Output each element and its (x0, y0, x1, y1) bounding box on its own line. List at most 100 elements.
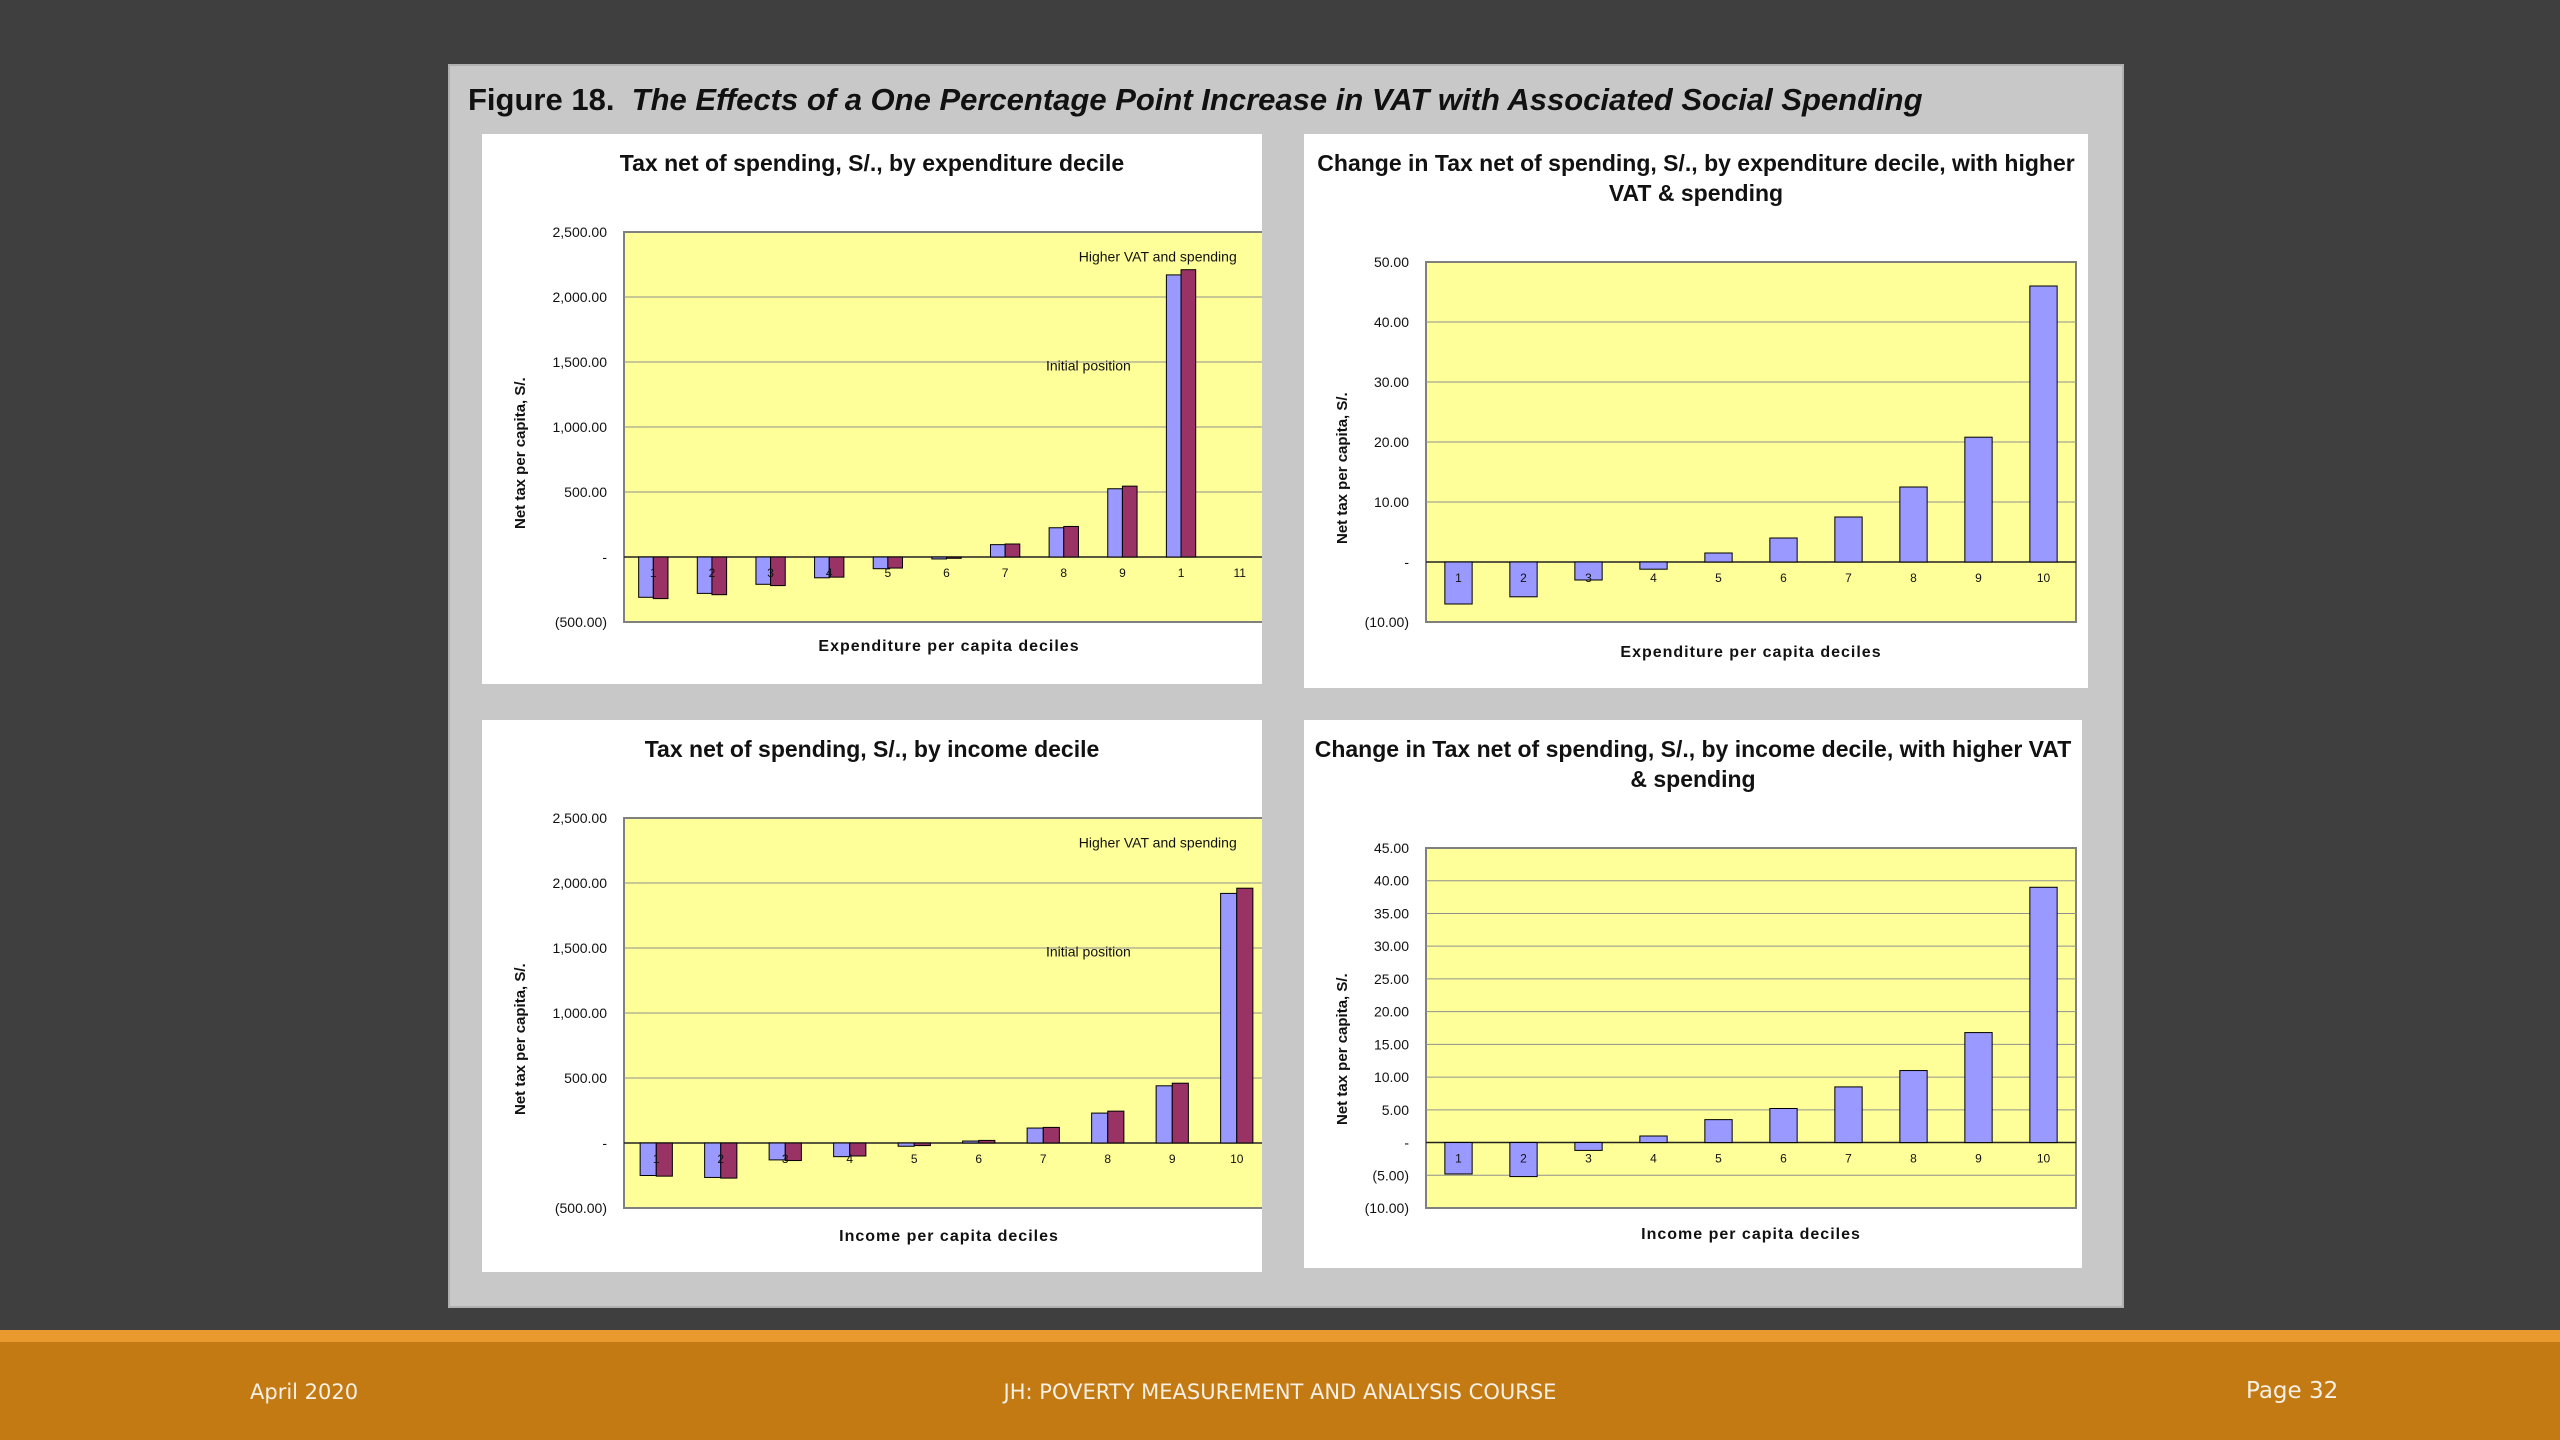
x-tick-label: 2 (709, 566, 716, 580)
bar (1180, 269, 1197, 558)
bar (1155, 1085, 1173, 1144)
bar (1509, 561, 1538, 598)
y-tick-label: 2,000.00 (553, 289, 608, 305)
x-tick-label: 6 (1780, 571, 1787, 585)
chart-title: Change in Tax net of spending, S/., by i… (1314, 736, 2072, 792)
figure-label: Figure 18. (468, 82, 615, 117)
bar (1574, 1142, 1603, 1151)
y-tick-label: 500.00 (564, 1070, 607, 1086)
chart-panel-expenditure: Tax net of spending, S/., by expenditure… (482, 134, 1262, 684)
y-tick-label: 25.00 (1374, 971, 1409, 987)
bar (1704, 552, 1733, 563)
x-tick-label: 9 (1975, 571, 1982, 585)
x-tick-label: 4 (846, 1152, 853, 1166)
y-tick-label: 5.00 (1382, 1102, 1409, 1118)
bar (1042, 1126, 1060, 1144)
x-tick-label: 2 (1520, 571, 1527, 585)
bar (1899, 486, 1928, 563)
x-tick-label: 9 (1975, 1152, 1982, 1166)
chart-panel-income-change: Change in Tax net of spending, S/., by i… (1304, 720, 2082, 1268)
x-tick-label: 1 (653, 1152, 660, 1166)
x-tick-label: 9 (1119, 566, 1126, 580)
y-axis-label: Net tax per capita, S/. (512, 377, 529, 529)
figure-caption: The Effects of a One Percentage Point In… (631, 82, 1923, 117)
y-tick-label: 30.00 (1374, 374, 1409, 390)
x-tick-label: 4 (826, 566, 833, 580)
bar (770, 556, 786, 587)
x-tick-label: 3 (767, 566, 774, 580)
y-tick-label: 20.00 (1374, 1004, 1409, 1020)
chart-annotation: Higher VAT and spending (1079, 249, 1237, 265)
x-tick-label: 5 (1715, 1152, 1722, 1166)
y-tick-label: 500.00 (564, 484, 607, 500)
bar (1107, 1110, 1125, 1144)
x-tick-label: 8 (1060, 566, 1067, 580)
y-tick-label: 50.00 (1374, 254, 1409, 270)
x-tick-label: 5 (911, 1152, 918, 1166)
footer-stripe (0, 1330, 2560, 1342)
y-tick-label: 45.00 (1374, 840, 1409, 856)
bar (784, 1142, 802, 1162)
x-tick-label: 2 (717, 1152, 724, 1166)
x-tick-label: 5 (1715, 571, 1722, 585)
bar (2029, 886, 2058, 1144)
bar (887, 556, 904, 569)
plot-area (1425, 847, 2077, 1209)
y-tick-label: 10.00 (1374, 1069, 1409, 1085)
chart-panel-expenditure-change: Change in Tax net of spending, S/., by e… (1304, 134, 2088, 688)
x-tick-label: 7 (1845, 571, 1852, 585)
y-tick-label: 20.00 (1374, 434, 1409, 450)
bar (946, 556, 962, 559)
y-tick-label: (10.00) (1365, 614, 1409, 630)
bar (1063, 525, 1079, 558)
figure-title: Figure 18. The Effects of a One Percenta… (468, 80, 2108, 120)
y-tick-label: - (602, 1135, 607, 1151)
chart-svg: (10.00) (5.00) - 5.00 10.00 15.00 20.00 25.00 30… (1365, 840, 2077, 1216)
y-axis-label: Net tax per capita, S/. (512, 963, 529, 1115)
bar (1769, 537, 1798, 563)
x-tick-label: 3 (1585, 1152, 1592, 1166)
bar (962, 1140, 980, 1144)
chart-svg: (10.00) - 10.00 20.00 30.00 40.00 50.00 1 2 3 4 5 6 7… (1365, 254, 2077, 630)
x-tick-label: 7 (1002, 566, 1009, 580)
y-tick-label: - (602, 549, 607, 565)
x-tick-label: 9 (1169, 1152, 1176, 1166)
chart-svg: (500.00) - 500.00 1,000.00 1,500.00 2,000.00 2… (553, 810, 1262, 1216)
x-tick-label: 10 (1230, 1152, 1244, 1166)
chart-panel-income: Tax net of spending, S/., by income deci… (482, 720, 1262, 1272)
bar (913, 1142, 931, 1147)
bar (828, 556, 845, 578)
x-tick-label: 6 (1780, 1152, 1787, 1166)
bar (1834, 516, 1863, 563)
x-tick-label: 10 (2037, 1152, 2051, 1166)
x-tick-label: 3 (1585, 571, 1592, 585)
bar (1107, 488, 1123, 558)
chart-title: Change in Tax net of spending, S/., by e… (1317, 150, 2075, 206)
y-tick-label: (500.00) (555, 614, 607, 630)
x-tick-label: 8 (1104, 1152, 1111, 1166)
footer-page: Page 32 (2246, 1378, 2339, 1404)
bar (720, 1142, 738, 1179)
bar (978, 1139, 996, 1144)
x-tick-label: 8 (1910, 1152, 1917, 1166)
bar (1834, 1086, 1863, 1144)
chart-annotation: Initial position (1046, 358, 1131, 374)
bar (1769, 1108, 1798, 1144)
slide-footer: April 2020 JH: POVERTY MEASUREMENT AND A… (0, 1342, 2560, 1440)
y-tick-label: 1,000.00 (553, 419, 608, 435)
x-tick-label: 7 (1040, 1152, 1047, 1166)
x-tick-label: 6 (975, 1152, 982, 1166)
chart-title: Tax net of spending, S/., by income deci… (644, 736, 1100, 762)
x-tick-label: 1 (1455, 571, 1462, 585)
x-tick-label: 6 (943, 566, 950, 580)
footer-date: April 2020 (250, 1380, 359, 1404)
bar (1091, 1112, 1109, 1144)
bar (1220, 892, 1238, 1144)
x-tick-label: 5 (885, 566, 892, 580)
x-tick-label: 1 (1178, 566, 1185, 580)
bar (1444, 1142, 1473, 1175)
chart-annotation: Higher VAT and spending (1079, 835, 1237, 851)
y-tick-label: 15.00 (1374, 1036, 1409, 1052)
bar (1236, 887, 1254, 1144)
y-axis-label: Net tax per capita, S/. (1334, 392, 1351, 544)
